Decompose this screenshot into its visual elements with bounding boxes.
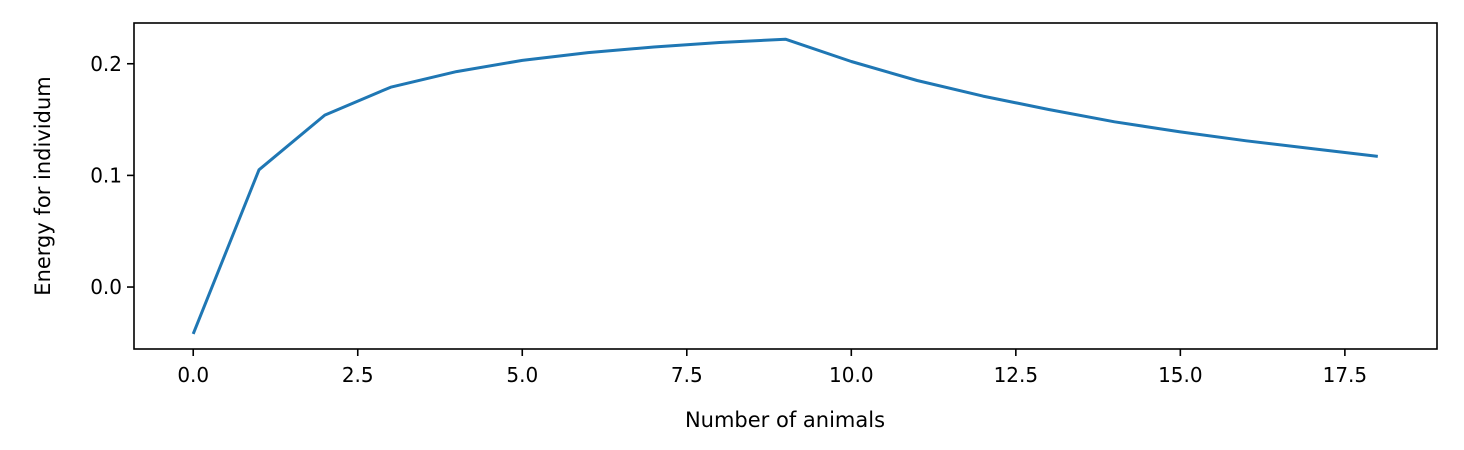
x-tick-label: 2.5 [342, 363, 374, 387]
y-tick-label: 0.0 [90, 275, 122, 299]
x-tick-label: 5.0 [506, 363, 538, 387]
x-tick-label: 0.0 [177, 363, 209, 387]
x-tick-label: 12.5 [994, 363, 1039, 387]
series-line [191, 37, 1378, 335]
y-tick-label: 0.1 [90, 163, 122, 187]
axes-frame [133, 22, 1438, 350]
x-tick-label: 10.0 [829, 363, 874, 387]
x-axis-label: Number of animals [685, 408, 885, 432]
plot-area [191, 37, 1378, 335]
x-axis: 0.0 2.5 5.0 7.5 10.0 12.5 15.0 17.5 [177, 349, 1367, 387]
y-axis-label: Energy for individum [31, 76, 55, 295]
y-axis: 0.0 0.1 0.2 [90, 52, 134, 299]
x-tick-label: 7.5 [671, 363, 703, 387]
x-tick-label: 15.0 [1158, 363, 1203, 387]
x-tick-label: 17.5 [1323, 363, 1368, 387]
y-tick-label: 0.2 [90, 52, 122, 76]
